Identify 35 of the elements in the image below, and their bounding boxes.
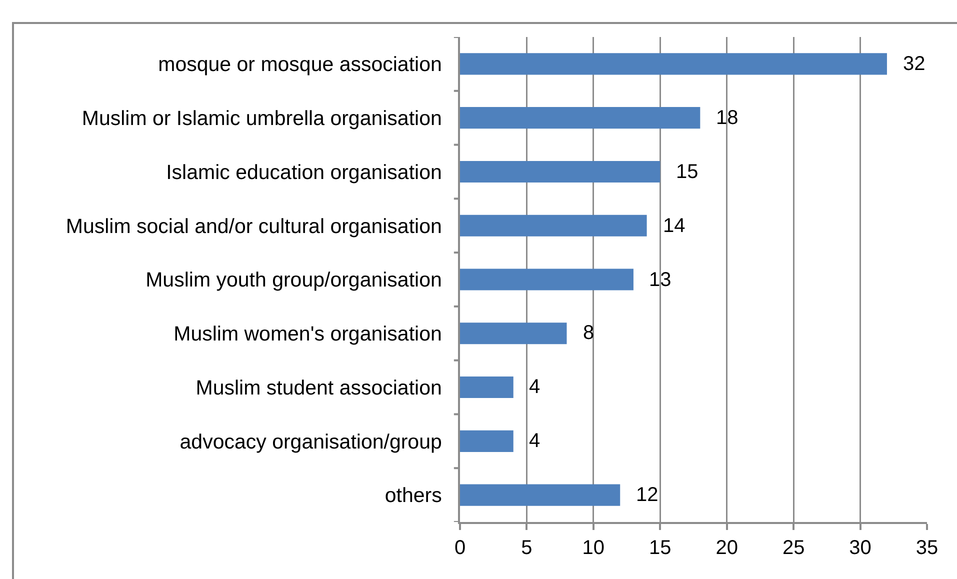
data-label: 32 xyxy=(903,53,926,75)
data-label: 4 xyxy=(529,430,540,452)
data-label: 15 xyxy=(676,161,698,183)
bar xyxy=(460,160,660,182)
y-tick-label: Islamic education organisation xyxy=(166,160,442,184)
data-label: 12 xyxy=(636,484,658,506)
y-tick-label: advocacy organisation/group xyxy=(180,430,442,454)
y-tick-label: Muslim or Islamic umbrella organisation xyxy=(82,107,442,130)
bar xyxy=(460,268,634,290)
x-tick-label: 25 xyxy=(782,537,805,559)
y-tick-label: Muslim student association xyxy=(196,376,442,400)
data-label: 14 xyxy=(663,215,686,237)
y-tick-label: Muslim women's organisation xyxy=(174,322,442,346)
y-tick-label: mosque or mosque association xyxy=(158,53,442,76)
bar xyxy=(460,376,514,398)
x-tick-label: 15 xyxy=(649,537,672,559)
x-tick-label: 20 xyxy=(716,537,738,559)
y-tick-label: others xyxy=(384,484,442,508)
data-label: 8 xyxy=(583,322,594,344)
x-tick-label: 5 xyxy=(521,537,532,559)
bar xyxy=(460,322,567,344)
data-label: 4 xyxy=(529,376,540,398)
bar xyxy=(460,214,647,236)
bar xyxy=(460,53,887,75)
x-tick-label: 30 xyxy=(849,537,872,559)
bar xyxy=(460,430,514,452)
x-tick-label: 0 xyxy=(454,537,466,559)
y-tick-label: Muslim youth group/organisation xyxy=(146,268,442,292)
y-tick-label: Muslim social and/or cultural organisation xyxy=(66,214,442,238)
x-tick-label: 10 xyxy=(582,537,605,559)
bar xyxy=(460,107,700,129)
data-label: 18 xyxy=(716,107,738,129)
data-label: 13 xyxy=(649,269,672,291)
bar xyxy=(460,484,620,506)
x-tick-label: 35 xyxy=(916,537,938,559)
